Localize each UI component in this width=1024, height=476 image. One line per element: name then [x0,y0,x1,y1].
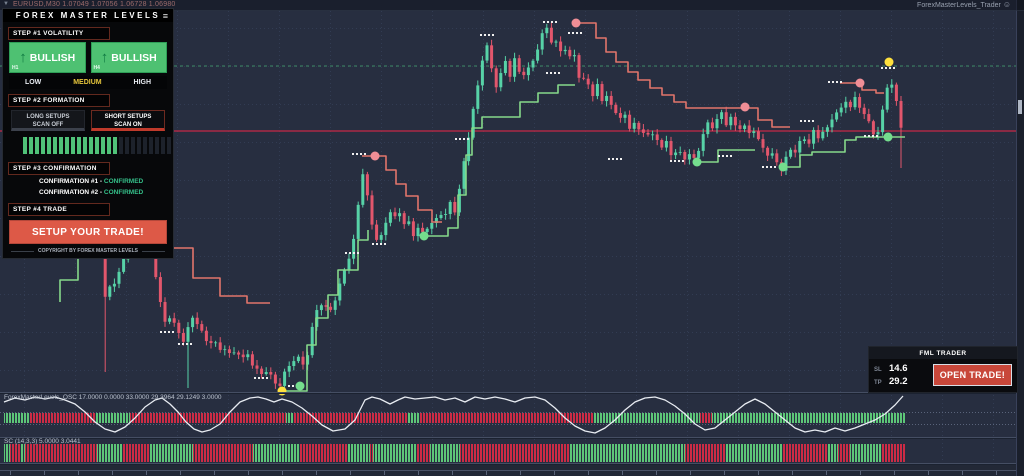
h4-timeframe-tag: H4 [93,65,100,71]
fml-trader-title: FML TRADER [869,347,1017,359]
sl-value: 14.6 [889,363,908,374]
progress-cell [35,137,39,154]
step4-trade-label: STEP #4 TRADE [8,203,110,216]
volatility-buttons: ↑ BULLISH H1 ↑ BULLISH H4 [3,41,173,76]
progress-cell [89,137,93,154]
long-scan-state: SCAN OFF [32,121,64,128]
stop-loss-row: SL 14.6 [874,363,908,374]
progress-cell [131,137,135,154]
confirmation-2-name: CONFIRMATION #2 - [39,189,103,196]
collapse-triangle-icon[interactable]: ▼ [3,1,9,7]
progress-cell [53,137,57,154]
confirmation-2-status: CONFIRMED [103,189,144,196]
take-profit-row: TP 29.2 [874,376,908,387]
long-setups-scan-button[interactable]: LONG SETUPS SCAN OFF [11,110,85,131]
progress-cell [143,137,147,154]
short-setups-text: SHORT SETUPS [104,114,152,120]
panel-title-text: FOREX MASTER LEVELS [15,11,161,20]
open-trade-button[interactable]: OPEN TRADE! [932,364,1012,386]
copyright-text: COPYRIGHT BY FOREX MASTER LEVELS [38,248,138,254]
confirmation-1-name: CONFIRMATION #1 - [39,178,103,185]
level-low[interactable]: LOW [24,79,42,86]
h4-state-text: BULLISH [111,51,157,64]
progress-cell [125,137,129,154]
h4-bullish-button[interactable]: ↑ BULLISH H4 [90,42,167,73]
account-icon: ☺ [1002,0,1011,9]
confirmation-row-2: CONFIRMATION #2 - CONFIRMED [3,187,173,198]
confirmation-1-status: CONFIRMED [103,178,144,185]
progress-cell [71,137,75,154]
tp-value: 29.2 [889,376,908,387]
bullish-arrow-icon: ↑ [19,49,27,66]
oscillator-indicator-label: ForexMasterLevels_OSC 17.0000 0.0000 33.… [4,394,222,401]
bullish-arrow-icon: ↑ [100,49,109,66]
progress-cell [119,137,123,154]
panel-title: FOREX MASTER LEVELS ≡ [3,9,173,22]
level-medium[interactable]: MEDIUM [73,79,102,86]
short-scan-state: SCAN ON [114,121,142,128]
progress-cell [47,137,51,154]
fml-trader-box: FML TRADER SL 14.6 TP 29.2 OPEN TRADE! [868,346,1018,393]
step1-volatility-label: STEP #1 VOLATILITY [8,27,110,40]
progress-cell [77,137,81,154]
setup-your-trade-button[interactable]: SETUP YOUR TRADE! [9,220,167,244]
indicator-name-label: ForexMasterLevels_Trader ☺ [917,1,1011,9]
symbol-ohlc-info: EURUSD,M30 1.07049 1.07056 1.06728 1.069… [13,1,176,8]
progress-cell [23,137,27,154]
sc-indicator-label: SC (14,3,3) 5.0000 3.0441 [4,438,81,445]
sl-label: SL [874,367,882,373]
forex-master-levels-panel: FOREX MASTER LEVELS ≡ STEP #1 VOLATILITY… [2,8,174,259]
progress-cell [107,137,111,154]
formation-progress-bar [3,131,173,157]
h1-state-text: BULLISH [29,51,76,64]
level-high[interactable]: HIGH [133,79,152,86]
tp-label: TP [874,380,882,386]
menu-icon[interactable]: ≡ [162,11,168,21]
progress-cell [41,137,45,154]
panel-footer: COPYRIGHT BY FOREX MASTER LEVELS [11,248,166,254]
scrollbar-handle[interactable] [1018,100,1022,114]
progress-cell [83,137,87,154]
short-setups-scan-button[interactable]: SHORT SETUPS SCAN ON [91,110,165,131]
h1-timeframe-tag: H1 [12,65,19,71]
progress-cell [59,137,63,154]
progress-cell [29,137,33,154]
progress-cell [101,137,105,154]
long-setups-text: LONG SETUPS [26,114,70,120]
progress-cell [149,137,153,154]
volatility-level-selector: LOW MEDIUM HIGH [9,76,167,89]
progress-cell [161,137,165,154]
progress-cell [95,137,99,154]
step3-confirmation-label: STEP #3 CONFIRMATION [8,162,110,175]
progress-cell [65,137,69,154]
progress-cell [137,137,141,154]
progress-cell [113,137,117,154]
top-bar [0,0,1024,11]
progress-cell [167,137,171,154]
indicator-name-text: ForexMasterLevels_Trader [917,1,1001,9]
progress-cell [155,137,159,154]
vertical-scrollbar[interactable] [1016,0,1024,476]
step2-formation-label: STEP #2 FORMATION [8,94,110,107]
h1-bullish-button[interactable]: ↑ BULLISH H1 [9,42,86,73]
scan-buttons: LONG SETUPS SCAN OFF SHORT SETUPS SCAN O… [3,108,173,131]
confirmation-row-1: CONFIRMATION #1 - CONFIRMED [3,176,173,187]
